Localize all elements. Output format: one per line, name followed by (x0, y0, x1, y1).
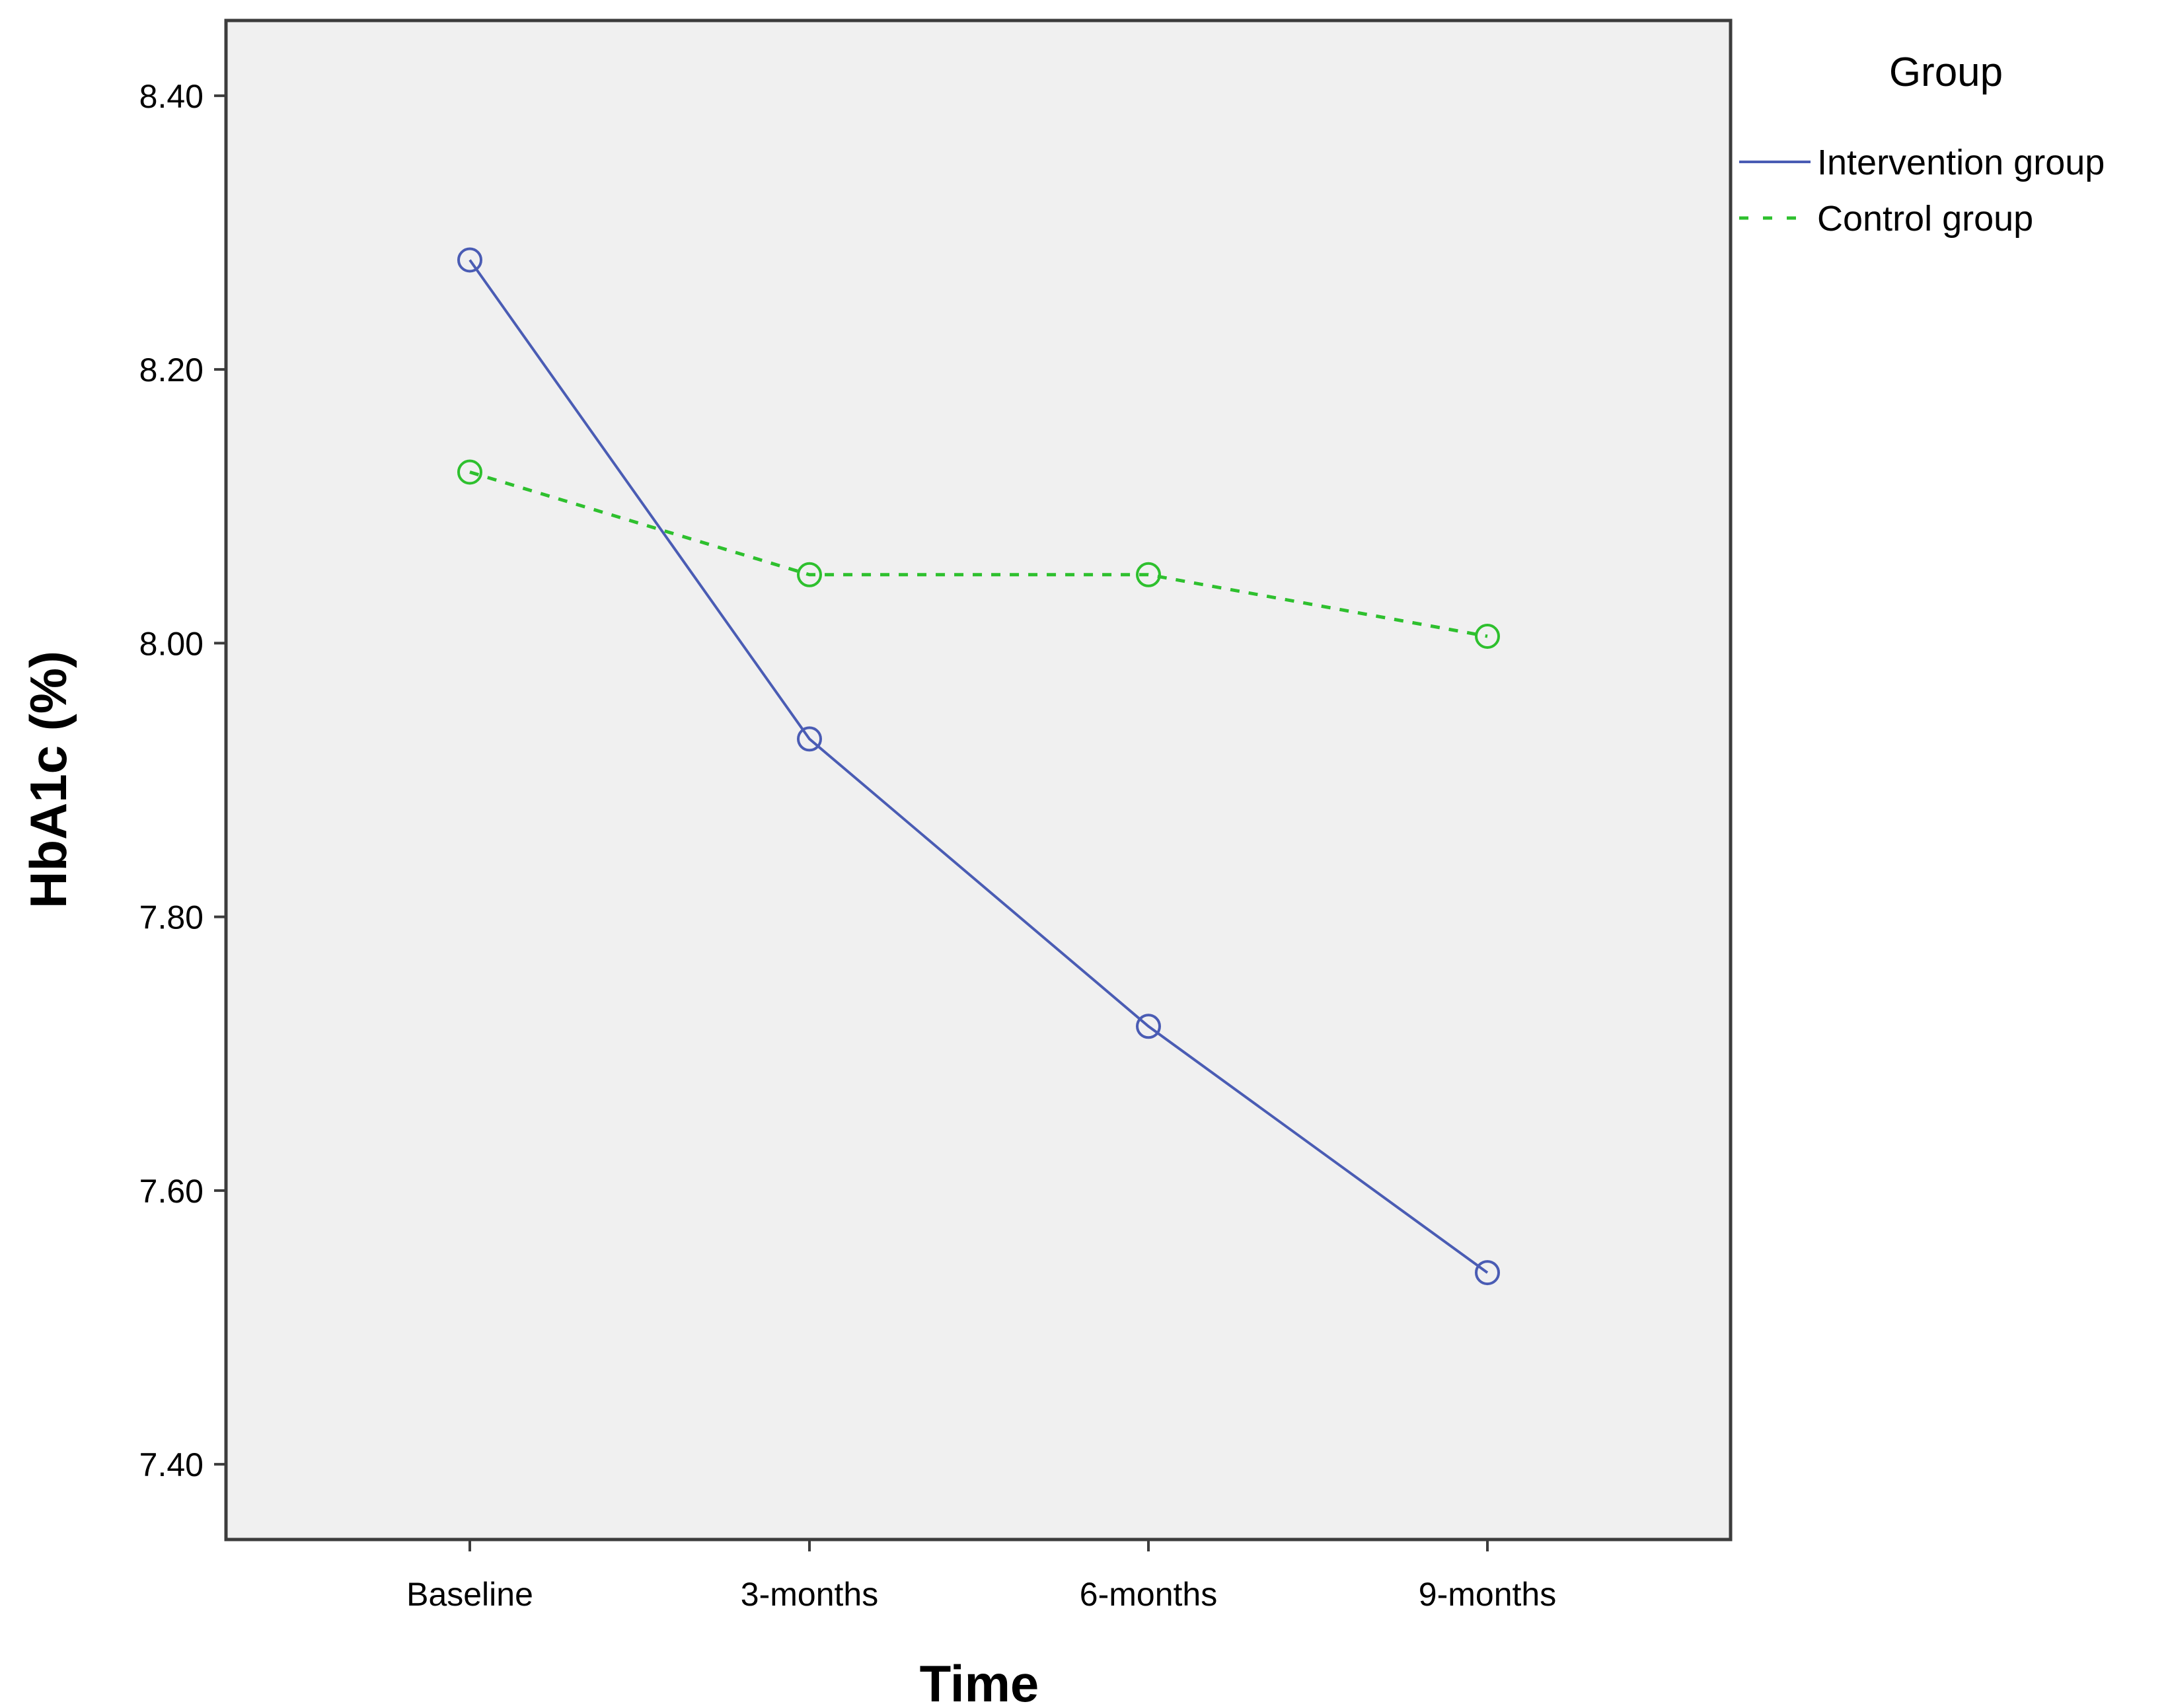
y-tick-label: 7.40 (139, 1446, 204, 1483)
legend-title: Group (1889, 50, 2003, 95)
legend-item: Control group (1739, 199, 2033, 239)
y-tick-label: 8.20 (139, 352, 204, 389)
data-point (1475, 624, 1500, 649)
legend-item: Intervention group (1739, 143, 2105, 182)
y-axis-title: HbA1c (%) (19, 651, 77, 909)
y-tick-label: 7.80 (139, 899, 204, 936)
legend-label: Intervention group (1817, 143, 2105, 182)
x-tick-label: Baseline (406, 1576, 533, 1613)
y-tick-label: 7.60 (139, 1173, 204, 1210)
data-point (1136, 562, 1161, 587)
series-control (457, 459, 1500, 649)
data-point (797, 726, 822, 752)
plot-area (224, 19, 1733, 1541)
x-tick-label: 6-months (1080, 1576, 1217, 1613)
y-axis: 7.40 7.60 7.80 8.00 8.20 8.40 (139, 78, 226, 1483)
data-point (1136, 1014, 1161, 1039)
x-axis-title: Time (920, 1654, 1039, 1708)
series-layer (457, 247, 1500, 1286)
data-point (457, 247, 482, 273)
data-point (1475, 1260, 1500, 1286)
legend-label: Control group (1817, 199, 2033, 239)
legend: Group Intervention group Control group (1739, 50, 2105, 239)
x-axis: Baseline 3-months 6-months 9-months (406, 1540, 1556, 1613)
data-point (457, 459, 482, 485)
data-point (797, 562, 822, 587)
series-line (468, 259, 1489, 1274)
x-tick-label: 9-months (1419, 1576, 1556, 1613)
x-tick-label: 3-months (741, 1576, 878, 1613)
y-tick-label: 8.00 (139, 625, 204, 662)
y-tick-label: 8.40 (139, 78, 204, 115)
series-intervention (457, 247, 1500, 1286)
series-line (469, 470, 1488, 638)
